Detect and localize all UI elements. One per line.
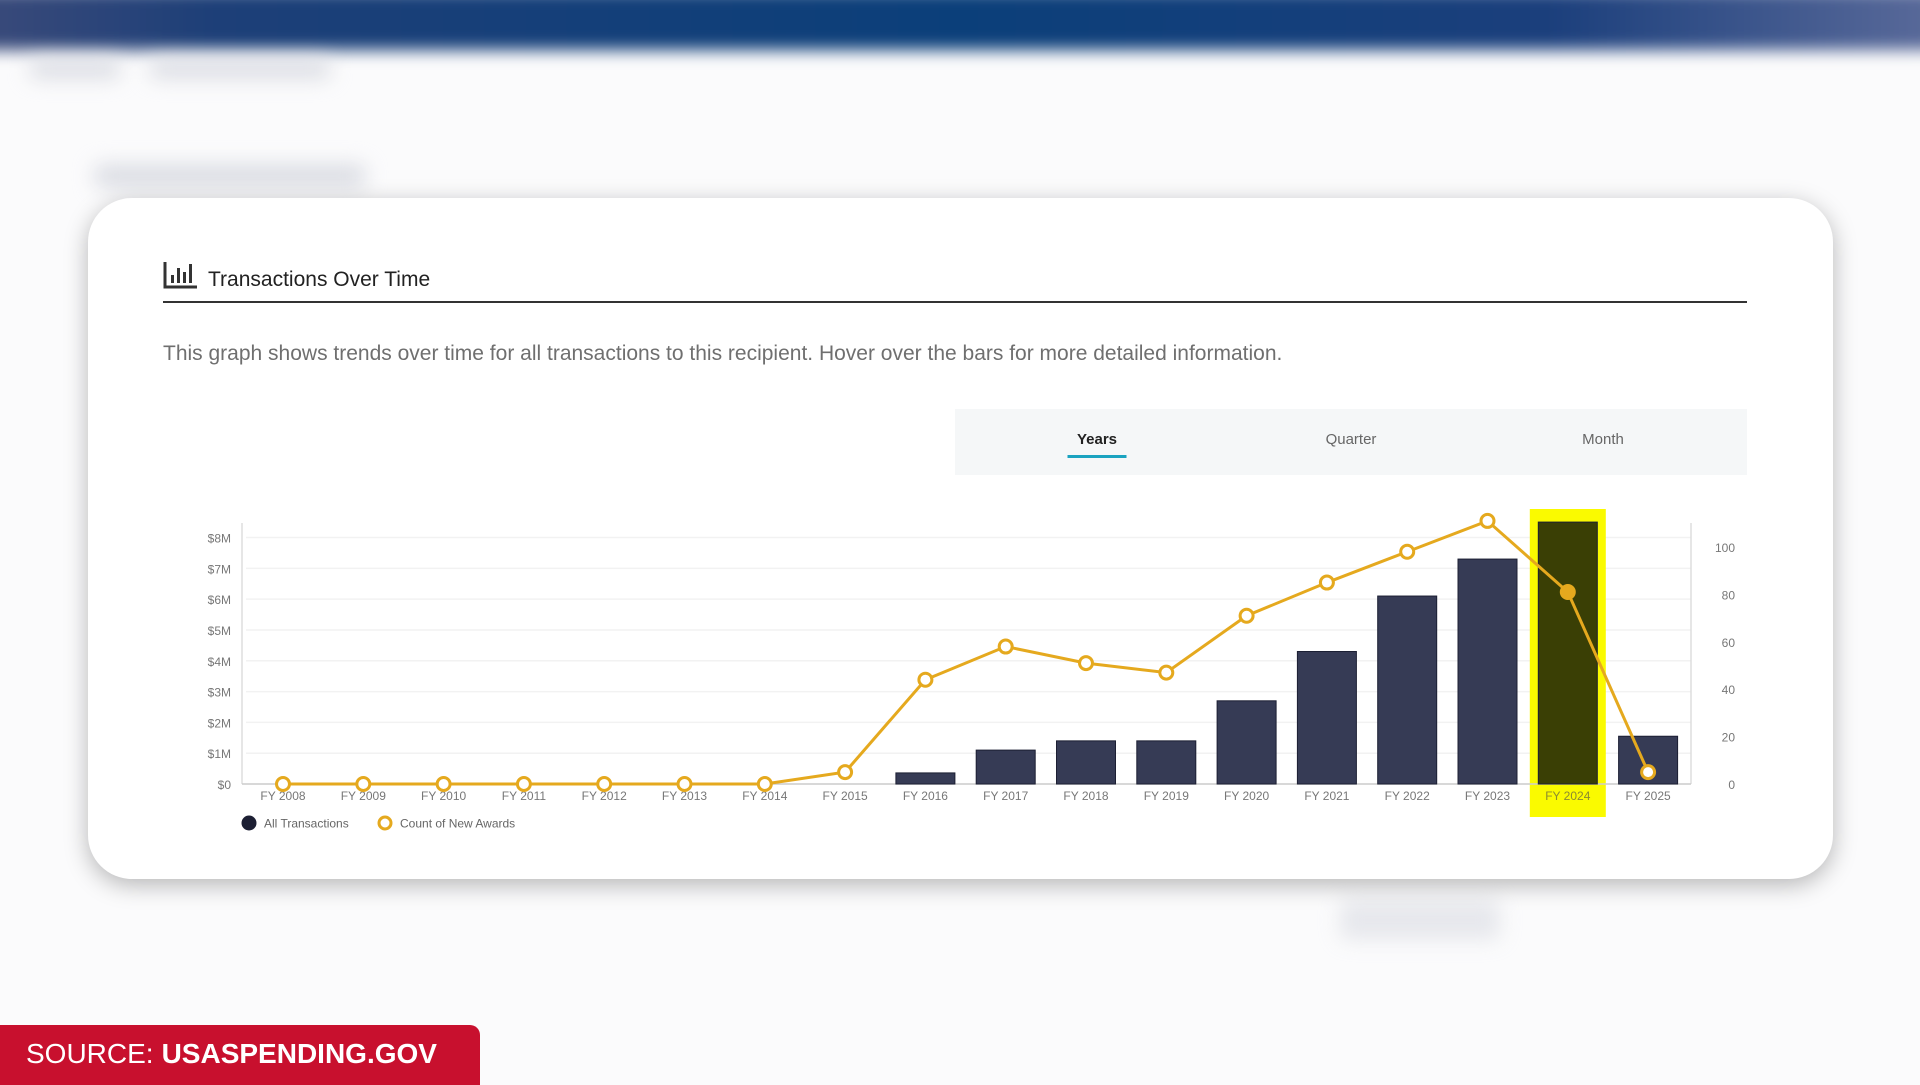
source-prefix: SOURCE: — [26, 1038, 154, 1069]
line-point — [837, 764, 854, 781]
blurred-nav — [30, 60, 120, 78]
x-axis-tick-label: FY 2020 — [1224, 789, 1269, 803]
bar-fy-2022 — [1377, 595, 1438, 785]
count-of-new-awards-line — [283, 519, 1650, 786]
active-tab-indicator — [1067, 455, 1127, 458]
blurred-nav — [150, 60, 330, 78]
section-description: This graph shows trends over time for al… — [163, 342, 1283, 365]
line-point — [1479, 512, 1496, 529]
line-point — [1158, 664, 1175, 681]
line-point — [1078, 655, 1094, 672]
bar-fy-2017 — [975, 749, 1036, 785]
line-point — [275, 776, 291, 792]
tab-quarter[interactable]: Quarter — [1325, 431, 1377, 448]
bar-fy-2018 — [1056, 740, 1116, 785]
line-point — [917, 671, 934, 688]
right-axis-tick-label: 60 — [1722, 636, 1736, 650]
blurred-heading — [95, 165, 365, 187]
x-axis-tick-label: FY 2010 — [421, 789, 466, 803]
line-point — [435, 776, 452, 792]
line-point — [1640, 764, 1657, 781]
x-axis-tick-label: FY 2022 — [1385, 789, 1430, 803]
x-axis-tick-label: FY 2008 — [260, 789, 305, 803]
left-axis-tick-label: $1M — [208, 747, 231, 761]
line-point — [1559, 584, 1576, 601]
legend-all-transactions-label: All Transactions — [264, 817, 349, 831]
section-title: Transactions Over Time — [208, 268, 431, 291]
source-name: USASPENDING.GOV — [161, 1038, 437, 1069]
legend-count-of-new-awards-swatch — [377, 815, 393, 831]
left-axis-tick-label: $2M — [208, 716, 231, 730]
line-point — [997, 638, 1014, 655]
line-point — [756, 776, 773, 792]
x-axis-tick-label: FY 2016 — [903, 789, 948, 803]
legend-count-of-new-awards-label: Count of New Awards — [400, 817, 515, 831]
blurred-site-header — [0, 0, 1920, 50]
x-axis-tick-label: FY 2023 — [1465, 789, 1510, 803]
left-axis-tick-label: $4M — [208, 655, 231, 669]
bar-fy-2019 — [1136, 740, 1197, 785]
x-axis-tick-label: FY 2021 — [1304, 789, 1349, 803]
bar-fy-2020 — [1216, 700, 1277, 785]
bar-fy-2016 — [895, 772, 956, 785]
x-axis-tick-label: FY 2009 — [341, 789, 386, 803]
tab-month[interactable]: Month — [1582, 431, 1624, 448]
line-point — [1318, 574, 1335, 591]
x-axis-tick-label: FY 2015 — [823, 789, 868, 803]
legend-all-transactions-swatch — [241, 815, 257, 831]
right-axis-tick-label: 80 — [1722, 588, 1736, 602]
tab-years[interactable]: Years — [1076, 431, 1118, 448]
x-axis-tick-label: FY 2012 — [582, 789, 627, 803]
left-axis-tick-label: $3M — [208, 686, 231, 700]
right-axis-tick-label: 100 — [1715, 541, 1735, 555]
x-axis-tick-label: FY 2011 — [502, 789, 547, 803]
source-banner: SOURCE: USASPENDING.GOV — [0, 1025, 480, 1085]
x-axis-tick-label: FY 2013 — [662, 789, 707, 803]
bar-fy-2023 — [1457, 558, 1518, 785]
bar-fy-2024 — [1537, 521, 1598, 785]
left-axis-tick-label: $7M — [208, 562, 231, 576]
right-axis-tick-label: 0 — [1728, 778, 1735, 792]
line-point — [1399, 543, 1416, 560]
period-tabs: Years Quarter Month — [955, 409, 1747, 475]
x-axis-tick-label: FY 2024 — [1545, 789, 1590, 803]
left-axis-tick-label: $6M — [208, 593, 231, 607]
line-point — [355, 776, 372, 792]
left-axis-tick-label: $5M — [208, 624, 231, 638]
left-axis-tick-label: $0 — [218, 778, 232, 792]
line-point — [596, 776, 613, 792]
x-axis-tick-label: FY 2018 — [1063, 789, 1108, 803]
line-point — [515, 776, 532, 792]
right-axis-tick-label: 20 — [1722, 731, 1736, 745]
title-divider — [163, 301, 1747, 303]
blurred-content — [1340, 900, 1500, 940]
x-axis-tick-label: FY 2014 — [742, 789, 787, 803]
line-point — [1238, 607, 1255, 624]
line-point — [676, 776, 693, 792]
x-axis-tick-label: FY 2025 — [1626, 789, 1671, 803]
left-axis-tick-label: $8M — [208, 532, 231, 546]
x-axis-tick-label: FY 2017 — [983, 789, 1028, 803]
x-axis-tick-label: FY 2019 — [1144, 789, 1189, 803]
bar-fy-2021 — [1296, 651, 1357, 785]
bar-chart-icon — [163, 262, 197, 289]
right-axis-tick-label: 40 — [1722, 683, 1736, 697]
